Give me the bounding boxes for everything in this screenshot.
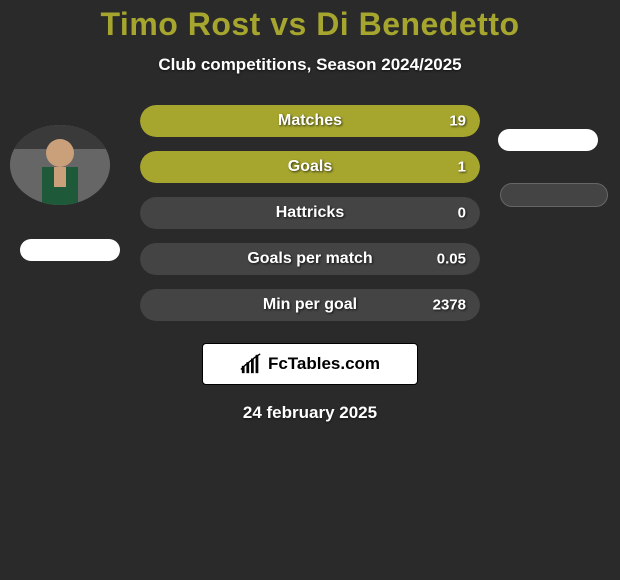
subtitle: Club competitions, Season 2024/2025 [0, 55, 620, 75]
player-right-secondary-pill [500, 183, 608, 207]
bar-value: 19 [449, 113, 466, 130]
date-label: 24 february 2025 [0, 403, 620, 423]
bar-label: Goals [140, 158, 480, 176]
stat-bars: Matches 19 Goals 1 Hattricks 0 Goals per… [140, 105, 480, 321]
bar-label: Matches [140, 112, 480, 130]
brand-badge[interactable]: FcTables.com [202, 343, 418, 385]
avatar-placeholder-icon [10, 125, 110, 205]
stat-bar-matches: Matches 19 [140, 105, 480, 137]
player-left-name-pill [20, 239, 120, 261]
chart-icon [240, 353, 262, 375]
player-left-avatar [10, 125, 110, 205]
stat-bar-hattricks: Hattricks 0 [140, 197, 480, 229]
bar-label: Goals per match [140, 250, 480, 268]
bar-label: Min per goal [140, 296, 480, 314]
bar-value: 0 [458, 205, 466, 222]
stat-bar-goals-per-match: Goals per match 0.05 [140, 243, 480, 275]
comparison-panel: Matches 19 Goals 1 Hattricks 0 Goals per… [0, 105, 620, 423]
stat-bar-min-per-goal: Min per goal 2378 [140, 289, 480, 321]
bar-label: Hattricks [140, 204, 480, 222]
brand-text: FcTables.com [268, 354, 380, 374]
page-title: Timo Rost vs Di Benedetto [0, 0, 620, 43]
bar-value: 1 [458, 159, 466, 176]
bar-value: 2378 [433, 297, 466, 314]
player-right-name-pill [498, 129, 598, 151]
stat-bar-goals: Goals 1 [140, 151, 480, 183]
bar-value: 0.05 [437, 251, 466, 268]
